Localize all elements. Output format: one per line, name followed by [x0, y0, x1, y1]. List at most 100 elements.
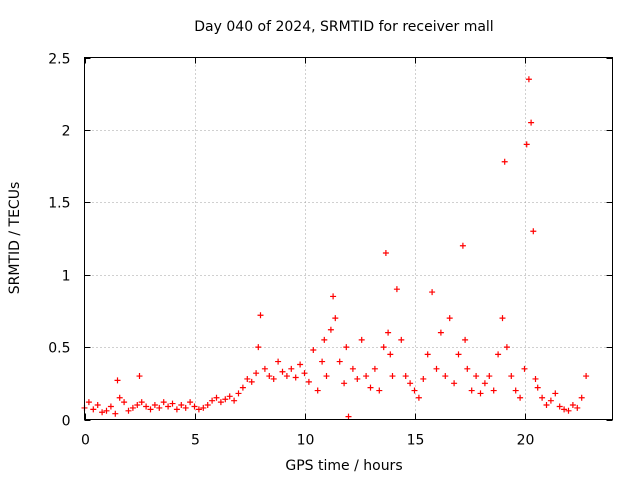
data-point [389, 373, 396, 380]
data-point [380, 344, 387, 351]
data-point [473, 373, 480, 380]
data-point [407, 380, 414, 387]
data-point [446, 315, 453, 322]
data-point [402, 373, 409, 380]
data-point [343, 344, 350, 351]
data-point [468, 387, 475, 394]
data-point [283, 373, 290, 380]
data-point [305, 378, 312, 385]
data-point [367, 384, 374, 391]
data-point [191, 403, 198, 410]
data-point [486, 373, 493, 380]
data-point [165, 403, 172, 410]
x-tick-label: 10 [297, 433, 315, 449]
data-point [574, 404, 581, 411]
data-point [521, 365, 528, 372]
data-point [160, 399, 167, 406]
data-point [94, 402, 101, 409]
data-point [464, 365, 471, 372]
data-point [349, 365, 356, 372]
data-point [226, 393, 233, 400]
data-point [565, 407, 572, 414]
data-point [173, 406, 180, 413]
data-point [490, 387, 497, 394]
data-point [103, 407, 110, 414]
data-point [129, 404, 136, 411]
x-tick-label: 15 [407, 433, 425, 449]
data-point [138, 399, 145, 406]
data-point [244, 375, 251, 382]
x-tick-label: 5 [191, 433, 200, 449]
y-tick-label: 2.5 [48, 52, 70, 68]
data-point [354, 375, 361, 382]
data-point [512, 387, 519, 394]
data-point [327, 326, 334, 333]
data-point [433, 365, 440, 372]
data-point [358, 336, 365, 343]
data-point [321, 336, 328, 343]
data-point [552, 390, 559, 397]
data-point [253, 370, 260, 377]
x-axis-label: GPS time / hours [285, 458, 402, 474]
data-point [503, 344, 510, 351]
y-tick-label: 0 [62, 414, 71, 430]
data-point [279, 368, 286, 375]
data-point [387, 351, 394, 358]
data-point [204, 402, 211, 409]
data-point [508, 373, 515, 380]
y-tick-label: 2 [62, 124, 71, 140]
data-point [398, 336, 405, 343]
data-point [209, 397, 216, 404]
data-point [248, 378, 255, 385]
data-point [382, 249, 389, 256]
data-point [420, 375, 427, 382]
data-point [539, 394, 546, 401]
data-point [292, 374, 299, 381]
data-point [112, 410, 119, 417]
data-point [336, 358, 343, 365]
data-point [501, 158, 508, 165]
data-point [151, 402, 158, 409]
data-point [442, 373, 449, 380]
data-point [424, 351, 431, 358]
data-point [495, 351, 502, 358]
data-point [261, 365, 268, 372]
data-point [107, 403, 114, 410]
data-point [231, 397, 238, 404]
data-point [310, 346, 317, 353]
data-point [371, 365, 378, 372]
data-point [451, 380, 458, 387]
data-point [314, 387, 321, 394]
data-point [182, 404, 189, 411]
data-point [341, 380, 348, 387]
data-point [255, 344, 262, 351]
data-point [85, 399, 92, 406]
plot-frame [84, 57, 613, 420]
data-point [530, 228, 537, 235]
data-point [257, 312, 264, 319]
data-point [239, 384, 246, 391]
x-tick-label: 20 [517, 433, 535, 449]
data-point [547, 397, 554, 404]
data-point [363, 373, 370, 380]
data-point [275, 358, 282, 365]
data-point [525, 76, 532, 83]
data-point [345, 413, 352, 420]
data-point [330, 293, 337, 300]
data-point [523, 141, 530, 148]
data-point [499, 315, 506, 322]
data-point [556, 403, 563, 410]
data-point [477, 390, 484, 397]
tick-labels: 0 5 10 15 20 0 0.5 1 1.5 2 2.5 [48, 52, 534, 449]
data-point [332, 315, 339, 322]
data-point [462, 336, 469, 343]
data-point [569, 402, 576, 409]
data-point [134, 402, 141, 409]
data-point [288, 365, 295, 372]
axis-ticks [84, 57, 613, 421]
data-point [455, 351, 462, 358]
data-point [517, 394, 524, 401]
data-point [532, 375, 539, 382]
grid [84, 57, 613, 420]
